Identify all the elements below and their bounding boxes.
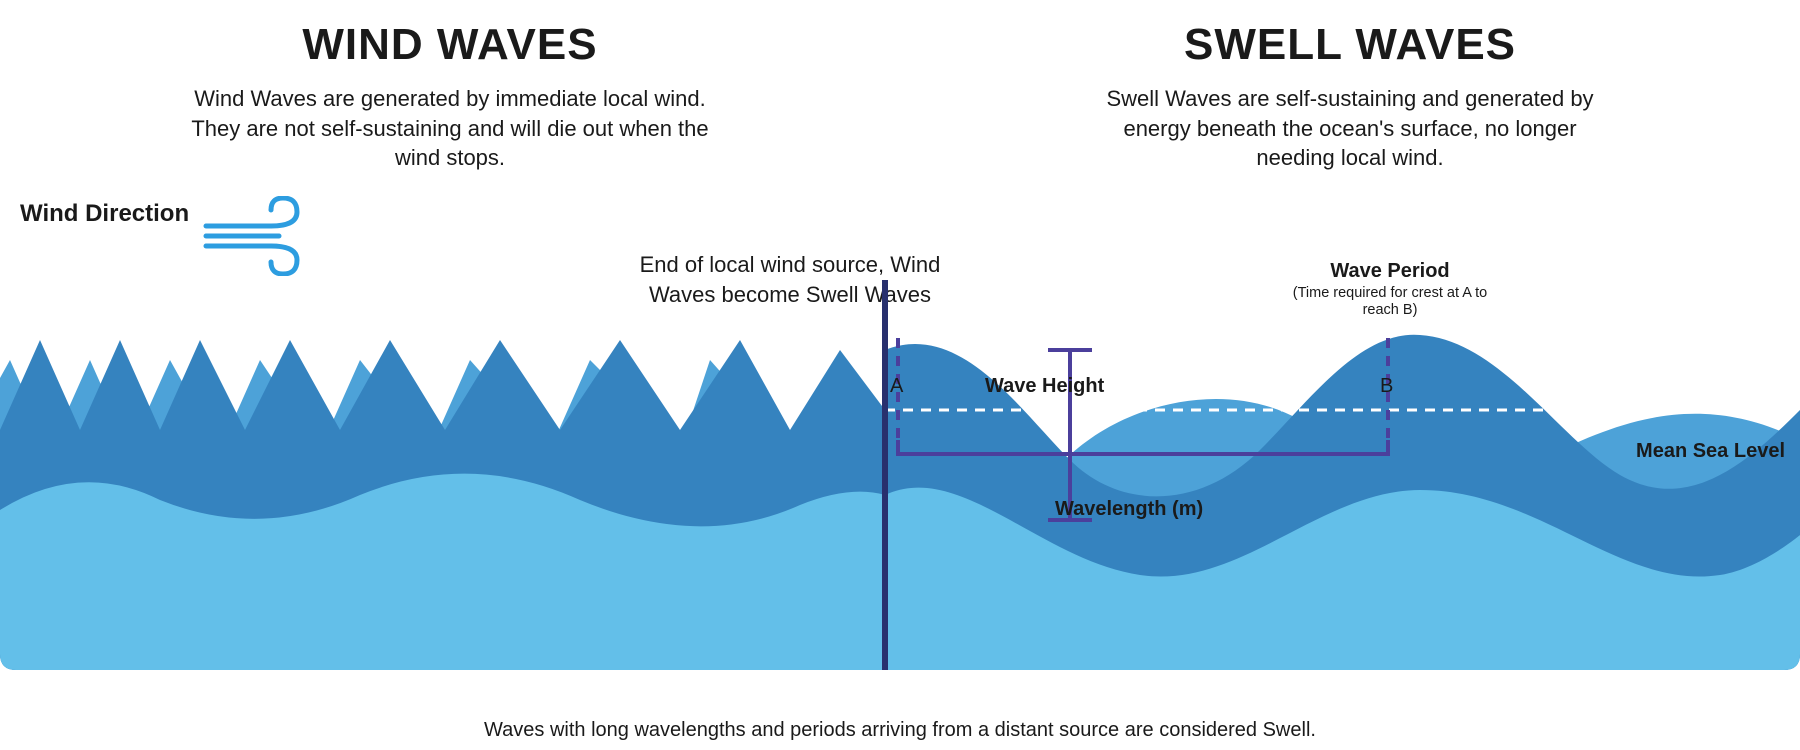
wave-height-label: Wave Height: [985, 375, 1104, 398]
wave-period-title: Wave Period: [1290, 260, 1490, 283]
waves-diagram: [0, 280, 1800, 710]
wavelength-label: Wavelength (m): [1055, 498, 1203, 521]
point-a-label: A: [890, 375, 903, 398]
headers: WIND WAVES Wind Waves are generated by i…: [0, 20, 1800, 173]
wind-direction: Wind Direction: [20, 200, 311, 276]
wind-direction-label: Wind Direction: [20, 200, 189, 228]
wave-period-sub: (Time required for crest at A to reach B…: [1290, 285, 1490, 320]
wave-period-label: Wave Period (Time required for crest at …: [1290, 260, 1490, 320]
swell-waves-title: SWELL WAVES: [980, 20, 1720, 70]
swell-waves-header: SWELL WAVES Swell Waves are self-sustain…: [900, 20, 1800, 173]
wind-icon: [201, 196, 311, 276]
wind-waves-title: WIND WAVES: [80, 20, 820, 70]
swell-waves-desc: Swell Waves are self-sustaining and gene…: [1090, 84, 1610, 173]
wind-waves-header: WIND WAVES Wind Waves are generated by i…: [0, 20, 900, 173]
wind-waves-desc: Wind Waves are generated by immediate lo…: [190, 84, 710, 173]
point-b-label: B: [1380, 375, 1393, 398]
footer-caption: Waves with long wavelengths and periods …: [0, 719, 1800, 742]
mean-sea-level-label: Mean Sea Level: [1636, 440, 1785, 463]
